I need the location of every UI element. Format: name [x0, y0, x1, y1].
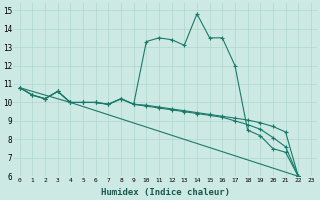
- X-axis label: Humidex (Indice chaleur): Humidex (Indice chaleur): [101, 188, 230, 197]
